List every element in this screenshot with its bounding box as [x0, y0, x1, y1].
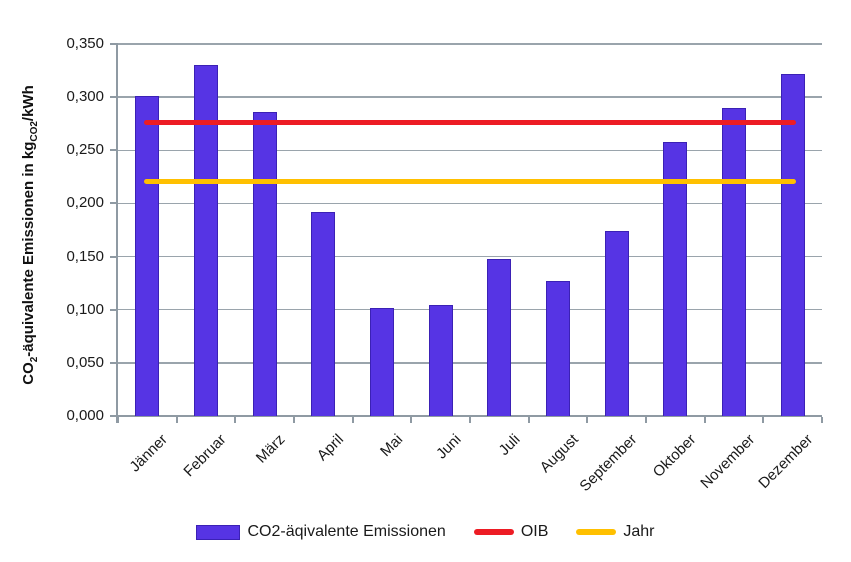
x-tick-label-mai: Mai	[376, 431, 407, 461]
legend-bar-swatch	[196, 524, 241, 540]
gridline	[118, 362, 822, 364]
reference-line-oib	[144, 120, 796, 126]
x-axis-tick	[762, 417, 765, 423]
x-axis-tick	[410, 417, 413, 423]
x-tick-label-april: April	[314, 431, 348, 465]
x-axis-tick	[703, 417, 706, 423]
y-axis-line	[116, 43, 118, 423]
gridline	[118, 255, 822, 258]
x-axis-tick	[175, 417, 178, 423]
x-axis-tick	[821, 417, 823, 423]
legend-label-oib: OIB	[520, 523, 549, 540]
bar-oktober	[663, 141, 688, 416]
y-tick-label: 0,350	[66, 35, 104, 52]
x-axis-tick	[351, 417, 354, 423]
x-axis-tick	[234, 417, 237, 423]
gridline	[118, 96, 822, 98]
y-tick-label: 0,050	[66, 353, 104, 371]
x-axis-tick	[117, 417, 119, 423]
y-axis-tick	[110, 202, 118, 205]
bar-jänner	[135, 96, 160, 416]
x-axis-tick	[469, 417, 471, 423]
bar-august	[546, 281, 570, 416]
x-axis-tick	[645, 417, 647, 423]
legend-label-emissions: CO2-äqivalente Emissionen	[247, 523, 446, 540]
x-tick-label-märz: März	[253, 431, 289, 467]
gridline	[118, 202, 822, 205]
y-axis-tick	[110, 308, 118, 311]
reference-line-jahr	[144, 178, 796, 184]
x-tick-label-november: November	[697, 431, 759, 492]
gridline	[118, 308, 822, 311]
bar-mai	[370, 307, 394, 416]
legend-jahr-line-swatch	[576, 529, 617, 535]
y-tick-label: 0,200	[66, 194, 104, 212]
x-axis-tick	[293, 417, 295, 423]
x-axis-tick	[527, 417, 530, 423]
x-tick-label-februar: Februar	[180, 431, 231, 481]
y-tick-label: 0,000	[66, 407, 104, 424]
x-tick-label-juli: Juli	[495, 431, 524, 459]
y-axis-tick	[110, 149, 118, 152]
x-tick-label-september: September	[576, 431, 641, 495]
x-tick-label-dezember: Dezember	[755, 431, 817, 492]
bar-juni	[428, 305, 453, 416]
y-axis-tick	[110, 96, 118, 99]
bar-juli	[487, 258, 512, 416]
x-axis-line	[116, 415, 822, 417]
y-tick-label: 0,150	[66, 247, 104, 265]
gridline	[118, 43, 822, 45]
y-axis-tick	[110, 43, 118, 45]
y-axis-tick	[110, 361, 118, 364]
x-tick-label-august: August	[536, 431, 583, 477]
y-tick-label: 0,250	[66, 141, 104, 159]
x-tick-label-oktober: Oktober	[649, 431, 700, 481]
legend-label-jahr: Jahr	[623, 523, 655, 540]
y-tick-label: 0,100	[66, 300, 104, 318]
legend: CO2-äqivalente Emissionen OIB Jahr	[0, 521, 851, 543]
bar-april	[311, 211, 336, 416]
y-axis-tick	[110, 255, 118, 258]
bar-februar	[194, 65, 218, 416]
x-tick-label-jänner: Jänner	[126, 431, 172, 476]
bar-märz	[252, 112, 277, 416]
legend-oib-line-swatch	[473, 529, 514, 535]
bar-dezember	[780, 73, 805, 416]
y-tick-label: 0,300	[66, 88, 104, 106]
bar-september	[604, 231, 629, 416]
x-tick-label-juni: Juni	[433, 431, 465, 463]
gridline	[118, 149, 822, 152]
bar-november	[722, 107, 746, 416]
x-axis-tick	[586, 417, 589, 423]
y-axis-tick	[110, 415, 118, 417]
